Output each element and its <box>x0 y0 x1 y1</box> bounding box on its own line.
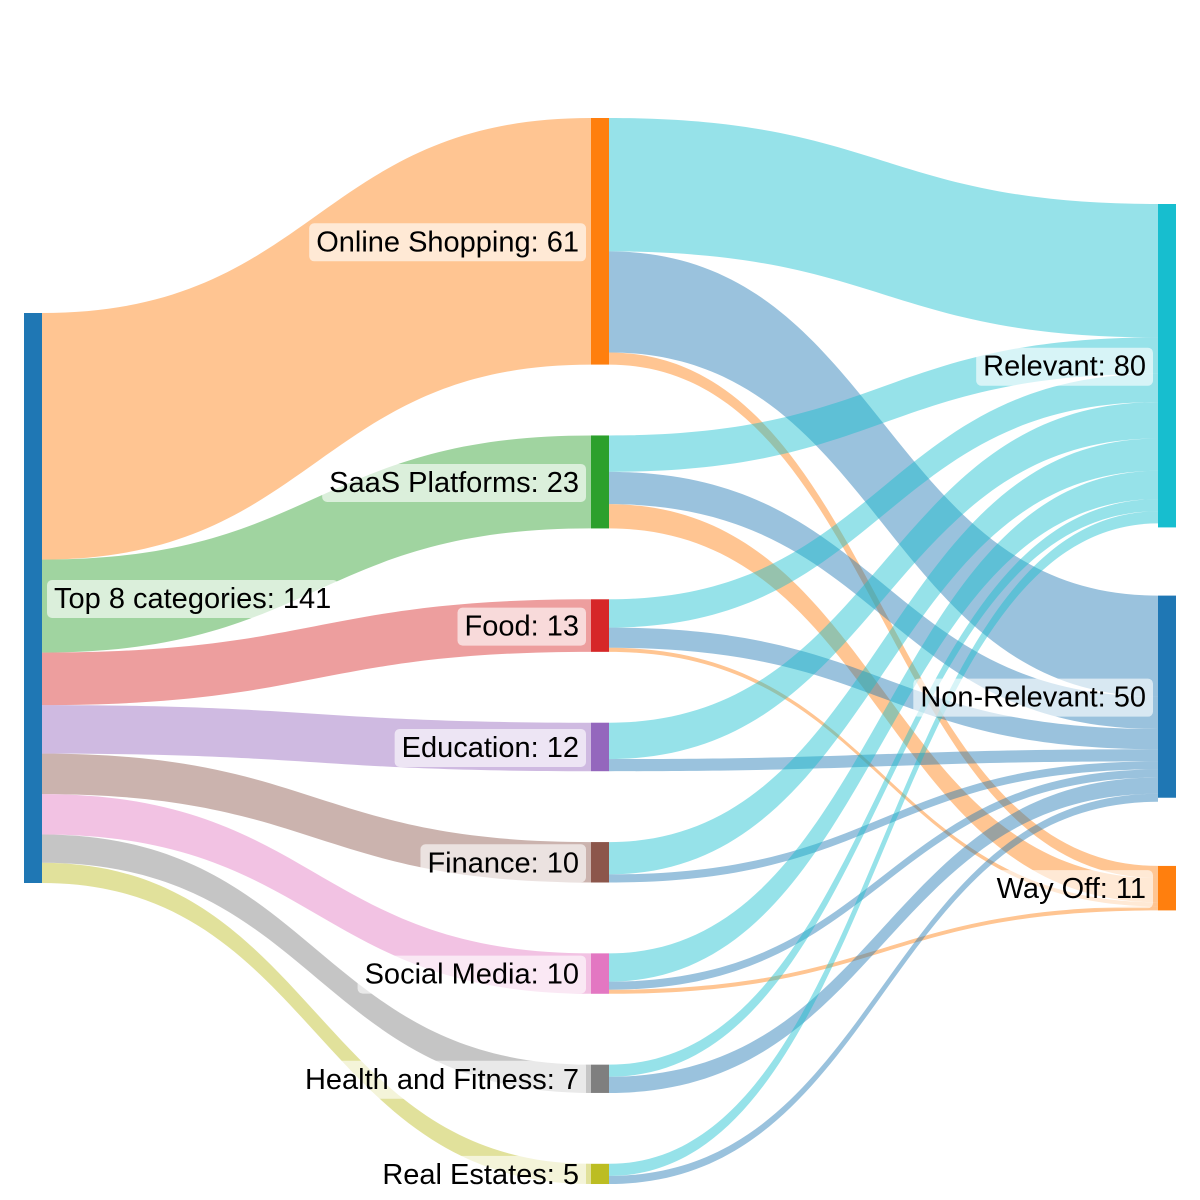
label-fin: Finance: 10 <box>420 844 586 883</box>
node-label-text: SaaS Platforms: 23 <box>329 467 579 499</box>
label-online: Online Shopping: 61 <box>309 223 586 262</box>
node-label-background <box>357 955 586 994</box>
link-edu-to-nonrel <box>609 749 1158 772</box>
link-health-to-relevant <box>609 499 1158 1077</box>
label-edu: Education: 12 <box>394 728 586 767</box>
node-wayoff <box>1158 865 1176 911</box>
label-relevant: Relevant: 80 <box>976 347 1153 386</box>
link-social-to-relevant <box>609 470 1158 982</box>
node-label-text: Way Off: 11 <box>997 873 1146 905</box>
node-label-text: Finance: 10 <box>427 847 579 879</box>
label-saas: SaaS Platforms: 23 <box>322 463 586 502</box>
link-online-to-wayoff <box>609 352 1158 879</box>
node-label-background <box>394 728 586 767</box>
link-top-to-social <box>42 794 591 994</box>
node-label-text: Real Estates: 5 <box>382 1159 579 1191</box>
node-social <box>591 953 609 994</box>
node-label-background <box>322 463 586 502</box>
link-food-to-wayoff <box>609 647 1158 907</box>
node-label-background <box>420 844 586 883</box>
link-health-to-nonrel <box>609 777 1158 1093</box>
link-top-to-health <box>42 834 591 1093</box>
node-online <box>591 118 609 365</box>
node-realestate <box>591 1163 609 1185</box>
link-online-to-nonrel <box>609 251 1158 697</box>
link-realestate-to-relevant <box>609 511 1158 1176</box>
node-label-background <box>976 347 1153 386</box>
node-label-text: Top 8 categories: 141 <box>54 583 331 615</box>
node-label-background <box>375 1155 586 1194</box>
node-health <box>591 1064 609 1093</box>
node-edu <box>591 722 609 772</box>
node-label-background <box>309 223 586 262</box>
link-social-to-nonrel <box>609 769 1158 990</box>
node-fin <box>591 842 609 883</box>
node-relevant <box>1158 204 1176 528</box>
node-label-background <box>989 870 1153 909</box>
node-saas <box>591 435 609 529</box>
link-fin-to-relevant <box>609 438 1158 875</box>
label-social: Social Media: 10 <box>357 955 586 994</box>
label-food: Food: 13 <box>457 607 586 646</box>
node-label-background <box>457 607 586 646</box>
link-food-to-relevant <box>609 373 1158 628</box>
node-label-text: Social Media: 10 <box>365 959 579 991</box>
label-nonrel: Non-Relevant: 50 <box>913 678 1153 717</box>
node-nonrel <box>1158 595 1176 798</box>
node-label-background <box>913 678 1153 717</box>
link-top-to-food <box>42 599 591 706</box>
link-saas-to-wayoff <box>609 504 1158 903</box>
link-edu-to-relevant <box>609 402 1158 760</box>
node-label-background <box>47 580 339 618</box>
node-label-text: Non-Relevant: 50 <box>920 682 1146 714</box>
link-realestate-to-nonrel <box>609 793 1158 1185</box>
label-realestate: Real Estates: 5 <box>375 1155 586 1194</box>
node-label-text: Health and Fitness: 7 <box>305 1064 579 1096</box>
sankey-nodes <box>24 118 1176 1185</box>
link-top-to-realestate <box>42 862 591 1185</box>
node-label-text: Food: 13 <box>465 611 579 643</box>
label-top: Top 8 categories: 141 <box>47 580 339 618</box>
link-social-to-wayoff <box>609 906 1158 994</box>
label-health: Health and Fitness: 7 <box>297 1060 586 1099</box>
node-label-text: Education: 12 <box>402 732 579 764</box>
node-label-background <box>297 1060 586 1099</box>
node-food <box>591 599 609 652</box>
label-wayoff: Way Off: 11 <box>989 870 1153 909</box>
link-fin-to-nonrel <box>609 761 1158 883</box>
link-online-to-relevant <box>609 118 1158 338</box>
node-label-text: Relevant: 80 <box>983 351 1146 383</box>
node-label-text: Online Shopping: 61 <box>316 226 579 258</box>
link-food-to-nonrel <box>609 627 1158 750</box>
link-saas-to-nonrel <box>609 471 1158 730</box>
sankey-labels: Top 8 categories: 141 Online Shopping: 61… <box>47 223 1153 1194</box>
node-top <box>24 313 42 883</box>
